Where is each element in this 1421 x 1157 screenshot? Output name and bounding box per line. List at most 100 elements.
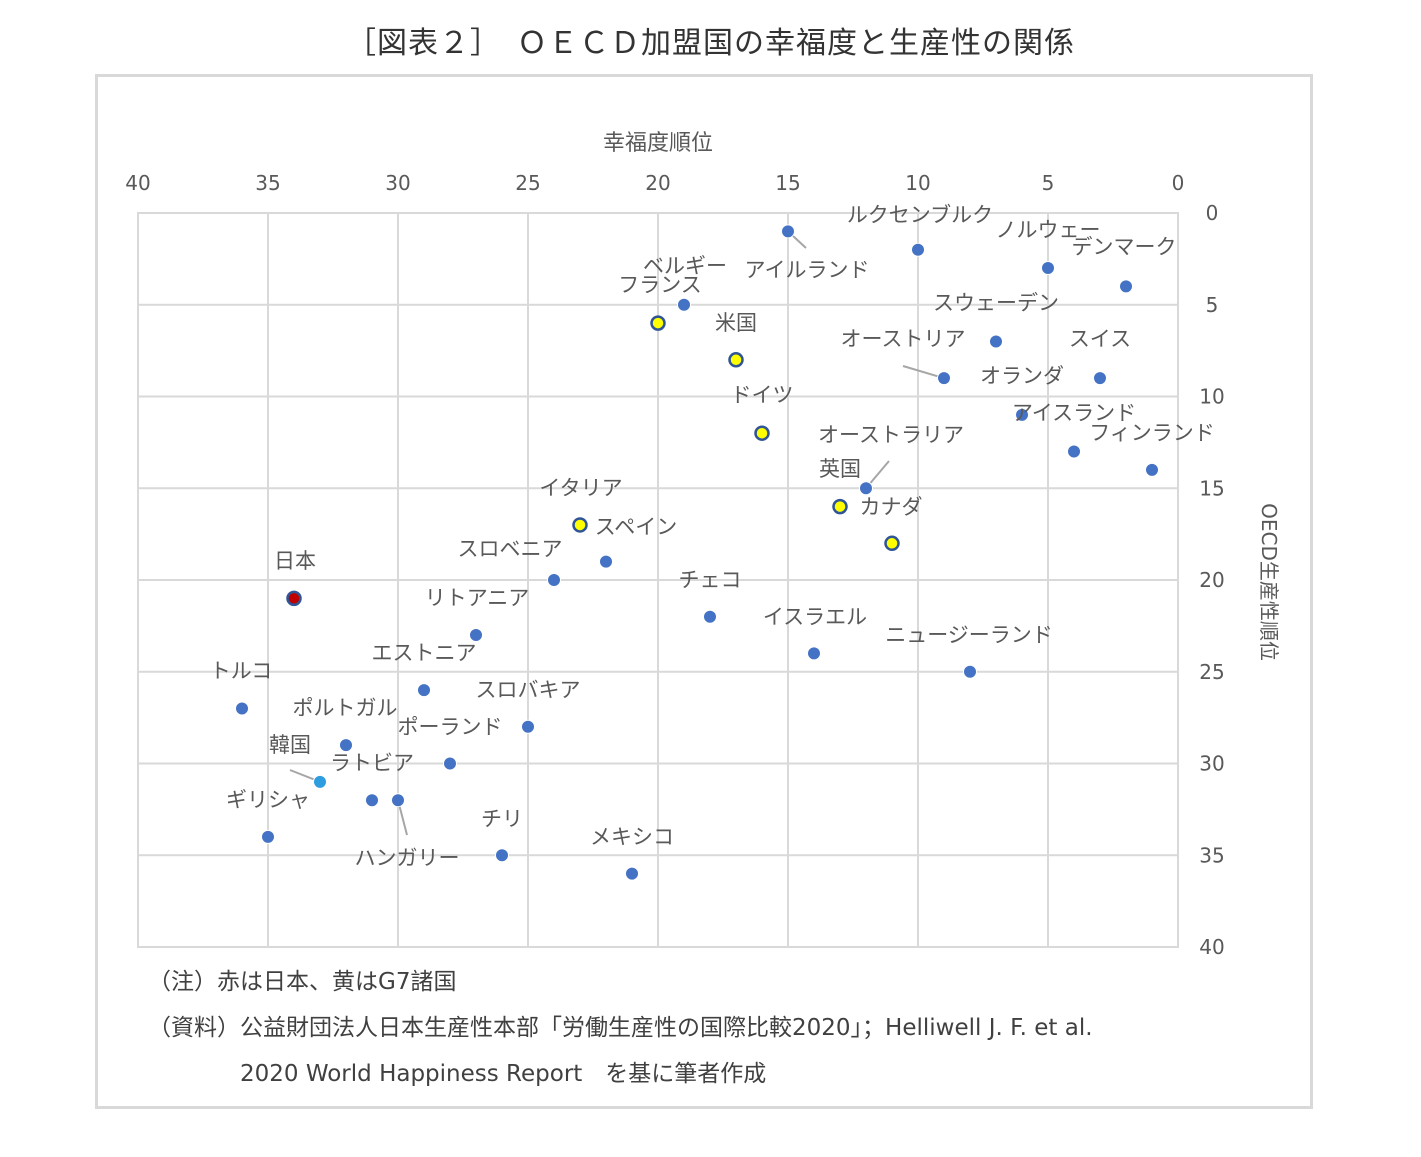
data-point xyxy=(469,628,483,643)
leader-line xyxy=(902,365,945,380)
point-label: デンマーク xyxy=(1072,235,1177,259)
point-label: トルコ xyxy=(210,659,273,683)
data-point xyxy=(313,774,327,789)
data-point xyxy=(1145,462,1159,477)
y-tick-label: 15 xyxy=(1199,476,1224,500)
data-point xyxy=(728,352,744,368)
y-tick-label: 20 xyxy=(1199,568,1224,592)
data-point xyxy=(677,297,691,312)
x-tick-label: 10 xyxy=(905,171,930,195)
gridlines xyxy=(137,212,1179,948)
point-label: オーストラリア xyxy=(818,423,964,447)
point-label: メキシコ xyxy=(590,825,674,849)
point-label: チリ xyxy=(481,807,523,831)
x-tick-label: 35 xyxy=(255,171,280,195)
point-label: スウェーデン xyxy=(933,291,1059,315)
y-tick-label: 25 xyxy=(1199,660,1224,684)
point-label: フランス xyxy=(618,273,702,297)
data-point xyxy=(443,756,457,771)
point-label: スイス xyxy=(1069,327,1131,351)
point-label: 韓国 xyxy=(269,733,311,757)
y-tick-label: 30 xyxy=(1199,752,1224,776)
y-tick-label: 10 xyxy=(1199,385,1224,409)
data-point xyxy=(703,609,717,624)
data-point xyxy=(286,590,302,607)
point-label: イタリア xyxy=(539,476,622,500)
data-point xyxy=(572,517,588,533)
data-point xyxy=(937,371,951,386)
note-source: （資料）公益財団法人日本生産性本部「労働生産性の国際比較2020」；Helliw… xyxy=(148,1015,1093,1041)
y-tick-label: 0 xyxy=(1206,201,1219,225)
point-label: チェコ xyxy=(679,568,742,592)
data-point xyxy=(599,554,613,569)
point-label: オーストリア xyxy=(841,327,966,351)
x-tick-labels: 40 35 30 25 20 15 10 5 0 xyxy=(125,171,1184,195)
point-label: ドイツ xyxy=(731,383,794,407)
data-point xyxy=(963,664,977,679)
point-label: アイスランド xyxy=(1012,401,1136,425)
chart-title: ［図表２］ ＯＥＣＤ加盟国の幸福度と生産性の関係 xyxy=(346,26,1075,61)
point-label: ニュージーランド xyxy=(885,623,1053,647)
point-label: ギリシャ xyxy=(226,788,310,812)
data-points xyxy=(235,224,1159,881)
data-point xyxy=(650,315,666,331)
data-point xyxy=(1041,261,1055,276)
data-point xyxy=(417,683,431,698)
data-point xyxy=(547,573,561,587)
x-axis-label: 幸福度順位 xyxy=(603,131,713,156)
point-label: アイルランド xyxy=(745,258,870,282)
data-point xyxy=(911,242,925,257)
point-label: カナダ xyxy=(860,495,923,519)
x-tick-label: 20 xyxy=(645,171,670,195)
data-point xyxy=(807,646,821,661)
data-point xyxy=(781,224,795,239)
data-point xyxy=(1119,279,1133,294)
point-label: リトアニア xyxy=(425,586,530,610)
x-tick-label: 5 xyxy=(1042,171,1055,195)
data-point xyxy=(1015,407,1029,422)
point-label: 英国 xyxy=(819,457,861,481)
point-label: イスラエル xyxy=(763,605,867,629)
point-label: スロベニア xyxy=(458,537,563,561)
point-label: ハンガリー xyxy=(355,846,460,870)
point-label: スロバキア xyxy=(476,678,581,702)
point-label: オランダ xyxy=(980,364,1064,388)
point-label: ルクセンブルク xyxy=(847,203,993,227)
data-point xyxy=(989,334,1003,349)
data-point xyxy=(521,719,535,734)
point-label: ポーランド xyxy=(398,715,503,739)
data-point xyxy=(495,848,509,863)
data-point xyxy=(261,829,275,844)
x-tick-label: 40 xyxy=(125,171,150,195)
data-point xyxy=(625,866,639,881)
x-tick-label: 15 xyxy=(775,171,800,195)
x-tick-label: 0 xyxy=(1172,171,1185,195)
data-point xyxy=(859,481,873,496)
point-label: ポルトガル xyxy=(293,696,398,720)
point-label: エストニア xyxy=(372,641,477,665)
plot-area xyxy=(137,212,1179,948)
data-point xyxy=(339,738,353,753)
y-tick-label: 5 xyxy=(1206,293,1219,317)
data-point xyxy=(365,793,379,808)
y-tick-label: 35 xyxy=(1199,843,1224,867)
point-label: 米国 xyxy=(715,311,757,335)
data-point xyxy=(832,498,848,515)
note-source-2: 2020 World Happiness Report を基に筆者作成 xyxy=(240,1061,767,1087)
y-tick-labels: 0 5 10 15 20 25 30 35 40 xyxy=(1199,201,1224,959)
y-axis-label: OECD生産性順位 xyxy=(1257,503,1281,661)
data-point xyxy=(754,425,770,441)
data-point xyxy=(1093,371,1107,386)
x-tick-label: 30 xyxy=(385,171,410,195)
point-label: ラトビア xyxy=(330,751,414,775)
chart-frame xyxy=(95,74,1313,1109)
note-colors: （注）赤は日本、黄はG7諸国 xyxy=(148,969,457,995)
data-point xyxy=(1067,444,1081,459)
data-point xyxy=(884,535,900,552)
data-point xyxy=(235,701,249,716)
point-label: 日本 xyxy=(274,549,316,573)
data-point xyxy=(391,793,405,808)
point-label: フィンランド xyxy=(1089,421,1215,445)
